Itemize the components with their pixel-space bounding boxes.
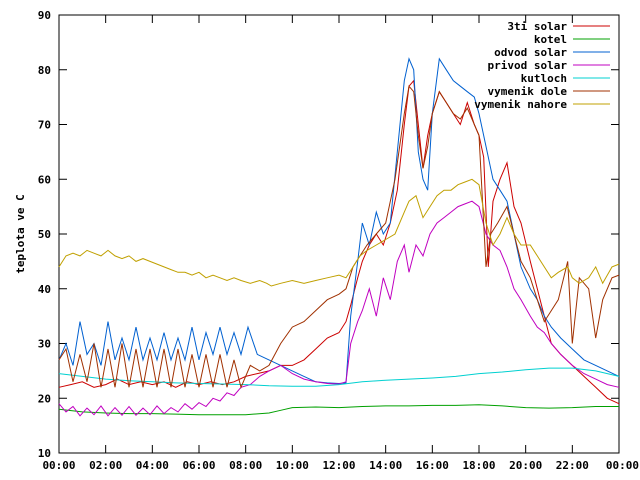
x-tick-label: 06:00 xyxy=(182,459,215,472)
y-tick-label: 60 xyxy=(38,173,51,186)
x-tick-label: 08:00 xyxy=(229,459,262,472)
series-lines xyxy=(58,57,620,417)
series-line-privod-solar xyxy=(58,200,620,417)
legend-label: privod solar xyxy=(488,59,568,72)
series-line-kotel xyxy=(58,404,619,416)
series-line-3ti-solar xyxy=(58,79,620,405)
y-tick-label: 80 xyxy=(38,64,51,77)
x-tick-label: 00:00 xyxy=(606,459,639,472)
x-tick-label: 10:00 xyxy=(276,459,309,472)
x-tick-label: 18:00 xyxy=(462,459,495,472)
series-line-vymenik-dole xyxy=(58,85,620,389)
y-tick-label: 40 xyxy=(38,283,51,296)
y-tick-label: 70 xyxy=(38,119,51,132)
x-tick-label: 14:00 xyxy=(369,459,402,472)
series-line-vymenik-nahore xyxy=(58,178,620,287)
legend-label: odvod solar xyxy=(494,46,567,59)
legend-label: vymenik nahore xyxy=(474,98,567,111)
x-tick-label: 00:00 xyxy=(42,459,75,472)
legend-label: 3ti solar xyxy=(507,20,567,33)
x-tick-label: 22:00 xyxy=(556,459,589,472)
x-tick-label: 04:00 xyxy=(136,459,169,472)
x-tick-label: 20:00 xyxy=(509,459,542,472)
x-tick-label: 12:00 xyxy=(322,459,355,472)
legend-label: kutloch xyxy=(521,72,567,85)
y-tick-label: 10 xyxy=(38,447,51,460)
x-tick-label: 16:00 xyxy=(416,459,449,472)
y-axis-label: teplota ve C xyxy=(14,194,27,273)
legend-label: kotel xyxy=(534,33,567,46)
x-tick-label: 02:00 xyxy=(89,459,122,472)
y-tick-label: 20 xyxy=(38,392,51,405)
series-line-kutloch xyxy=(58,367,620,387)
axes: 10 20 30 40 50 60 70 80 90 00:00 02:00 04:00 06:00 08… xyxy=(38,9,639,472)
series-line-odvod-solar xyxy=(58,57,620,385)
legend-label: vymenik dole xyxy=(488,85,568,98)
y-tick-label: 90 xyxy=(38,9,51,22)
y-tick-label: 30 xyxy=(38,338,51,351)
y-tick-label: 50 xyxy=(38,228,51,241)
